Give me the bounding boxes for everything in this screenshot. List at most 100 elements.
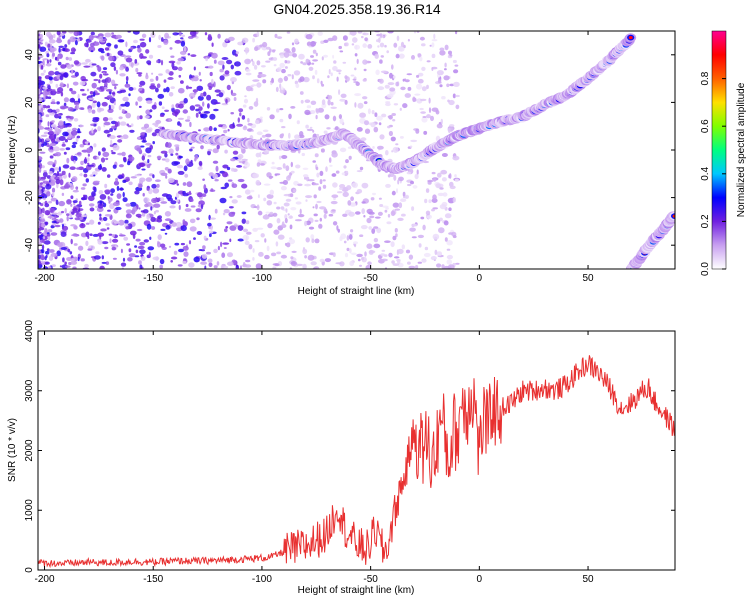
noise-speckle [64,208,67,214]
noise-speckle [38,142,42,148]
noise-speckle [392,75,396,79]
noise-speckle [424,198,428,204]
noise-speckle [267,223,273,229]
noise-speckle [439,204,447,210]
noise-speckle [332,54,335,59]
noise-speckle [290,170,295,174]
noise-speckle [339,236,343,242]
noise-speckle [99,216,102,221]
noise-speckle [448,173,452,179]
noise-speckle [77,245,84,251]
noise-speckle [178,103,184,109]
noise-speckle [126,81,128,85]
noise-speckle [195,36,199,39]
noise-speckle [57,242,63,248]
noise-speckle [416,74,420,78]
noise-speckle [439,217,443,222]
noise-speckle [180,40,186,47]
noise-speckle [443,220,449,226]
noise-speckle [364,251,367,257]
noise-speckle [41,207,45,214]
noise-speckle [412,96,416,103]
noise-speckle [323,130,328,134]
noise-speckle [283,202,290,207]
noise-speckle [437,172,442,178]
noise-speckle [215,165,219,172]
noise-speckle [83,65,91,68]
noise-speckle [70,260,78,265]
noise-speckle [137,47,142,53]
noise-speckle [290,161,293,168]
noise-speckle [144,115,150,119]
noise-speckle [436,251,442,257]
noise-speckle [65,147,71,151]
y-tick-label: 0 [24,147,35,153]
noise-speckle [348,234,353,240]
noise-speckle [101,101,108,107]
noise-speckle [328,157,332,163]
noise-speckle [435,109,440,115]
noise-speckle [213,127,217,131]
noise-speckle [373,237,379,243]
noise-speckle [90,42,95,48]
noise-speckle [262,41,268,48]
noise-speckle [384,240,391,243]
noise-speckle [202,91,207,97]
noise-speckle [69,166,76,170]
noise-speckle [54,224,61,228]
noise-speckle [355,211,361,215]
noise-speckle [177,57,185,62]
x-tick-label: 50 [582,273,594,284]
spectrogram-marks [38,31,675,269]
noise-speckle [387,174,391,178]
noise-speckle [125,41,128,48]
noise-speckle [141,155,145,161]
noise-speckle [66,64,73,69]
noise-speckle [58,35,62,38]
noise-speckle [135,67,139,73]
noise-speckle [85,222,90,225]
noise-speckle [71,69,74,75]
noise-speckle [124,83,131,88]
noise-speckle [328,95,333,100]
noise-speckle [190,159,193,164]
noise-speckle [119,121,127,126]
noise-speckle [121,109,125,113]
noise-speckle [305,124,309,129]
noise-speckle [194,104,201,107]
noise-speckle [193,256,200,263]
noise-speckle [310,55,314,58]
noise-speckle [113,221,120,224]
noise-speckle [256,31,260,38]
noise-speckle [161,193,169,197]
noise-speckle [54,159,57,165]
noise-speckle [198,160,203,166]
noise-speckle [195,208,202,213]
noise-speckle [296,263,303,267]
noise-speckle [116,185,120,192]
noise-speckle [128,253,136,258]
noise-speckle [328,213,334,217]
noise-speckle [285,208,288,213]
noise-speckle [110,62,116,68]
noise-speckle [61,225,69,231]
noise-speckle [273,64,277,67]
noise-speckle [366,243,373,249]
noise-speckle [65,123,71,126]
noise-speckle [99,265,105,269]
noise-speckle [49,155,54,159]
noise-speckle [352,78,357,81]
noise-speckle [202,101,205,107]
noise-speckle [48,255,54,261]
noise-speckle [428,97,431,104]
noise-speckle [346,170,349,174]
noise-speckle [58,47,61,53]
noise-speckle [139,80,146,86]
noise-speckle [252,248,255,253]
colorbar-gradient [711,30,727,270]
noise-speckle [188,262,195,268]
noise-speckle [174,242,180,246]
noise-speckle [332,35,338,41]
noise-speckle [294,134,300,140]
